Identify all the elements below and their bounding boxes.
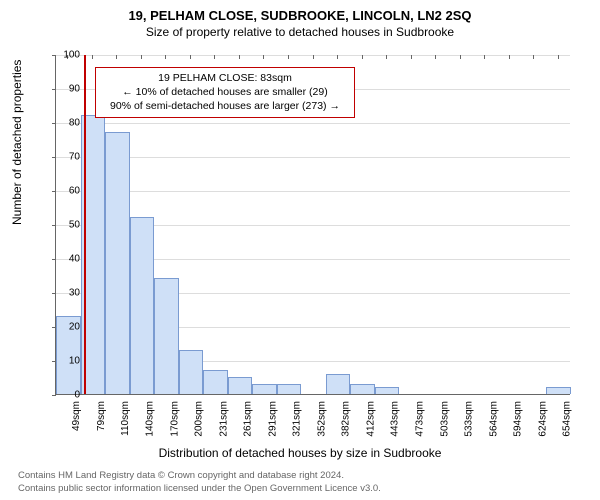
xtick-mark <box>484 55 485 59</box>
xtick-label: 170sqm <box>169 401 180 437</box>
ytick-mark <box>52 293 56 294</box>
ytick-label: 100 <box>63 50 80 61</box>
xtick-mark <box>92 55 93 59</box>
xtick-label: 261sqm <box>243 401 254 437</box>
x-axis-label: Distribution of detached houses by size … <box>0 446 600 460</box>
xtick-mark <box>263 55 264 59</box>
ytick-label: 30 <box>69 288 80 299</box>
xtick-label: 200sqm <box>194 401 205 437</box>
ytick-label: 40 <box>69 254 80 265</box>
xtick-label: 140sqm <box>145 401 156 437</box>
histogram-bar <box>179 350 204 394</box>
xtick-mark <box>141 55 142 59</box>
xtick-mark <box>558 55 559 59</box>
ytick-label: 80 <box>69 118 80 129</box>
xtick-label: 594sqm <box>513 401 524 437</box>
gridline <box>56 123 570 124</box>
xtick-mark <box>411 55 412 59</box>
xtick-label: 624sqm <box>537 401 548 437</box>
xtick-mark <box>116 55 117 59</box>
footer-line-1: Contains HM Land Registry data © Crown c… <box>18 470 381 482</box>
histogram-bar <box>350 384 375 394</box>
gridline <box>56 191 570 192</box>
xtick-label: 382sqm <box>341 401 352 437</box>
xtick-mark <box>165 55 166 59</box>
ytick-mark <box>52 395 56 396</box>
chart-title: 19, PELHAM CLOSE, SUDBROOKE, LINCOLN, LN… <box>0 0 600 23</box>
ytick-mark <box>52 157 56 158</box>
ytick-mark <box>52 123 56 124</box>
y-axis-label: Number of detached properties <box>10 60 24 225</box>
xtick-label: 443sqm <box>390 401 401 437</box>
xtick-label: 291sqm <box>267 401 278 437</box>
footer-line-2: Contains public sector information licen… <box>18 483 381 495</box>
histogram-bar <box>277 384 302 394</box>
ytick-mark <box>52 89 56 90</box>
xtick-label: 473sqm <box>415 401 426 437</box>
histogram-bar <box>130 217 155 394</box>
annotation-line-2: ← 10% of detached houses are smaller (29… <box>102 85 348 99</box>
xtick-mark <box>460 55 461 59</box>
ytick-mark <box>52 259 56 260</box>
histogram-bar <box>228 377 253 394</box>
xtick-mark <box>362 55 363 59</box>
ytick-label: 50 <box>69 220 80 231</box>
histogram-bar <box>326 374 351 394</box>
ytick-label: 60 <box>69 186 80 197</box>
xtick-mark <box>239 55 240 59</box>
xtick-label: 352sqm <box>317 401 328 437</box>
histogram-bar <box>546 387 571 394</box>
xtick-mark <box>386 55 387 59</box>
xtick-label: 412sqm <box>366 401 377 437</box>
ytick-mark <box>52 225 56 226</box>
xtick-label: 564sqm <box>488 401 499 437</box>
xtick-mark <box>533 55 534 59</box>
ytick-label: 70 <box>69 152 80 163</box>
ytick-label: 0 <box>74 390 80 401</box>
ytick-mark <box>52 55 56 56</box>
xtick-label: 321sqm <box>292 401 303 437</box>
annotation-line-1: 19 PELHAM CLOSE: 83sqm <box>102 71 348 85</box>
chart-container: 19, PELHAM CLOSE, SUDBROOKE, LINCOLN, LN… <box>0 0 600 500</box>
ytick-label: 90 <box>69 84 80 95</box>
xtick-label: 49sqm <box>71 401 82 431</box>
xtick-label: 503sqm <box>439 401 450 437</box>
histogram-bar <box>154 278 179 394</box>
xtick-mark <box>288 55 289 59</box>
ytick-mark <box>52 191 56 192</box>
annotation-line-3: 90% of semi-detached houses are larger (… <box>102 99 348 113</box>
histogram-bar <box>203 370 228 394</box>
xtick-mark <box>313 55 314 59</box>
property-marker-line <box>84 55 86 394</box>
histogram-bar <box>105 132 130 394</box>
xtick-label: 79sqm <box>96 401 107 431</box>
gridline <box>56 157 570 158</box>
xtick-label: 533sqm <box>464 401 475 437</box>
xtick-label: 231sqm <box>218 401 229 437</box>
ytick-label: 10 <box>69 356 80 367</box>
ytick-label: 20 <box>69 322 80 333</box>
footer-attribution: Contains HM Land Registry data © Crown c… <box>18 470 381 495</box>
annotation-callout: 19 PELHAM CLOSE: 83sqm ← 10% of detached… <box>95 67 355 118</box>
chart-subtitle: Size of property relative to detached ho… <box>0 23 600 39</box>
histogram-bar <box>252 384 277 394</box>
xtick-mark <box>214 55 215 59</box>
xtick-label: 654sqm <box>562 401 573 437</box>
xtick-mark <box>435 55 436 59</box>
xtick-mark <box>509 55 510 59</box>
chart-area: 19 PELHAM CLOSE: 83sqm ← 10% of detached… <box>55 55 570 395</box>
histogram-bar <box>375 387 400 394</box>
xtick-mark <box>190 55 191 59</box>
xtick-label: 110sqm <box>120 401 131 436</box>
xtick-mark <box>337 55 338 59</box>
